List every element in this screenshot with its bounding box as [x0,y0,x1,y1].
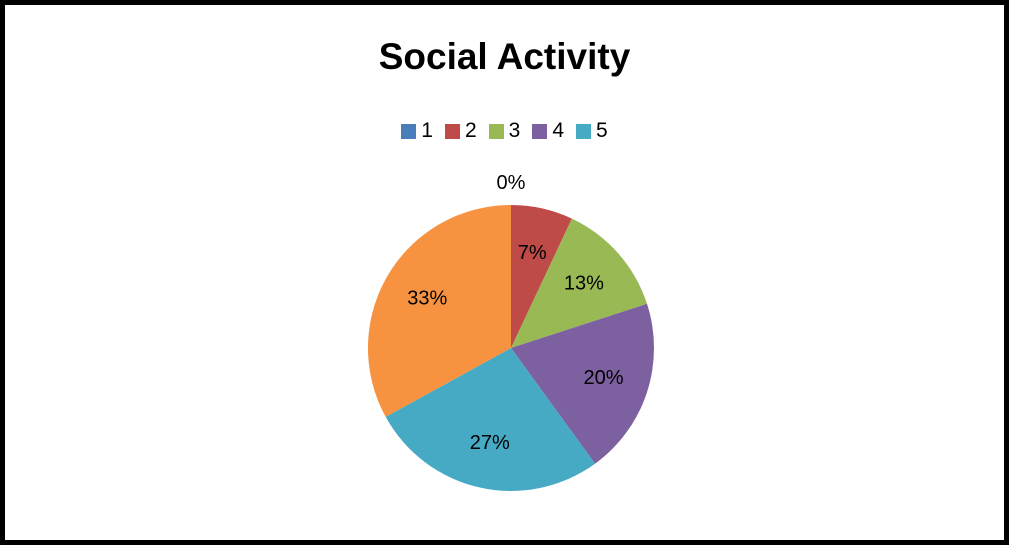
legend-swatch [532,123,548,139]
legend-item-2: 2 [444,119,477,143]
data-label: 0% [497,172,526,194]
legend-label: 5 [596,119,608,142]
chart-title: Social Activity [378,36,631,77]
legend-label: 3 [508,119,521,142]
data-label: 27% [470,432,510,454]
legend-label: 1 [421,119,433,142]
legend-item-5: 5 [576,119,608,143]
legend-swatch [576,123,592,139]
data-label: 20% [583,367,623,389]
legend-swatch [444,123,460,139]
legend-swatch [401,123,417,139]
data-label: 33% [407,288,447,310]
pie-slice-4 [511,303,654,464]
legend-label: 2 [464,119,477,142]
pie-slice-unlabeled [368,205,511,417]
pie-slice-2 [511,205,572,348]
pie-slice-5 [385,348,596,491]
legend-item-3: 3 [488,119,521,143]
legend-item-4: 4 [532,119,564,143]
chart-legend: 1 2 3 4 5 [0,119,1009,143]
legend-item-1: 1 [401,119,433,143]
pie-slice-3 [511,218,648,348]
data-label: 7% [518,242,547,264]
data-label: 13% [564,273,604,295]
legend-swatch [488,123,504,139]
legend-label: 4 [552,119,565,142]
